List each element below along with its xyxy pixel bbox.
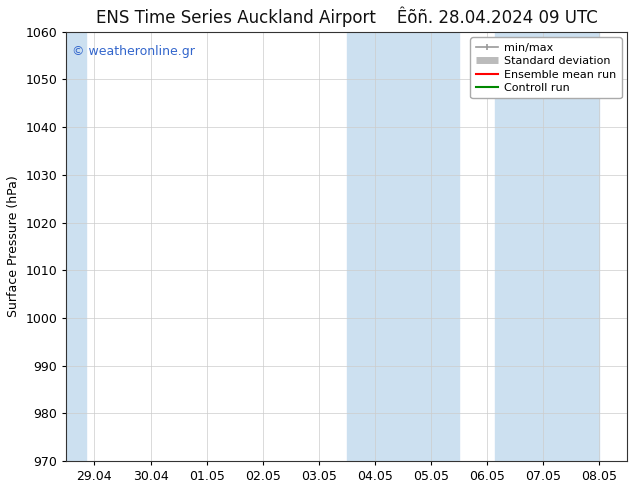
Text: © weatheronline.gr: © weatheronline.gr: [72, 45, 195, 58]
Bar: [495, 32, 599, 461]
Bar: [347, 32, 459, 461]
Bar: [67, 32, 86, 461]
Y-axis label: Surface Pressure (hPa): Surface Pressure (hPa): [7, 175, 20, 318]
Title: ENS Time Series Auckland Airport    Êõñ. 28.04.2024 09 UTC: ENS Time Series Auckland Airport Êõñ. 28…: [96, 7, 598, 27]
Legend: min/max, Standard deviation, Ensemble mean run, Controll run: min/max, Standard deviation, Ensemble me…: [470, 37, 621, 98]
